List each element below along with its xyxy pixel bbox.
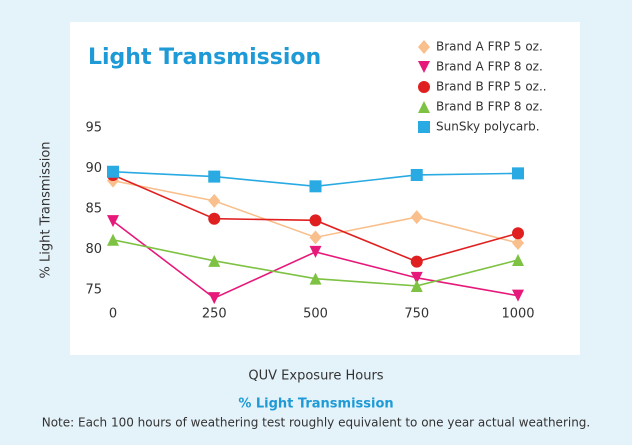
marker bbox=[208, 170, 221, 183]
y-tick-label: 75 bbox=[85, 283, 102, 298]
legend-label: SunSky polycarb. bbox=[436, 120, 540, 134]
marker bbox=[512, 227, 524, 240]
marker bbox=[208, 292, 221, 305]
caption: % Light Transmission bbox=[238, 397, 393, 412]
legend-label: Brand A FRP 5 oz. bbox=[436, 40, 543, 54]
marker bbox=[208, 212, 221, 225]
y-axis-label: % Light Transmission bbox=[39, 141, 54, 278]
marker bbox=[418, 121, 430, 133]
marker bbox=[410, 168, 423, 181]
x-tick-label: 0 bbox=[109, 307, 117, 322]
y-tick-label: 90 bbox=[85, 161, 102, 176]
marker bbox=[107, 215, 119, 228]
marker bbox=[309, 230, 322, 245]
marker bbox=[512, 236, 524, 251]
marker bbox=[418, 101, 430, 113]
x-tick-label: 1000 bbox=[501, 307, 534, 322]
x-axis-label: QUV Exposure Hours bbox=[248, 369, 383, 384]
marker bbox=[418, 81, 430, 93]
marker bbox=[410, 210, 423, 225]
marker bbox=[309, 272, 322, 285]
marker bbox=[410, 279, 423, 292]
x-tick-label: 500 bbox=[303, 307, 328, 322]
y-tick-label: 80 bbox=[85, 242, 102, 257]
marker bbox=[512, 167, 524, 180]
x-tick-label: 750 bbox=[404, 307, 429, 322]
marker bbox=[512, 254, 524, 267]
marker bbox=[410, 271, 423, 284]
note: Note: Each 100 hours of weathering test … bbox=[42, 416, 591, 430]
marker bbox=[208, 193, 221, 208]
marker bbox=[107, 233, 119, 246]
x-tick-label: 250 bbox=[202, 307, 227, 322]
marker bbox=[309, 245, 322, 258]
y-tick-label: 95 bbox=[85, 121, 102, 136]
marker bbox=[208, 254, 221, 267]
marker bbox=[309, 214, 322, 227]
marker bbox=[107, 165, 119, 178]
marker bbox=[418, 61, 430, 73]
marker bbox=[410, 255, 423, 268]
legend-label: Brand A FRP 8 oz. bbox=[436, 60, 543, 74]
legend-label: Brand B FRP 8 oz. bbox=[436, 100, 543, 114]
marker bbox=[512, 289, 524, 302]
marker bbox=[418, 40, 430, 54]
chart-title: Light Transmission bbox=[88, 45, 321, 70]
legend-label: Brand B FRP 5 oz.. bbox=[436, 80, 547, 94]
marker bbox=[309, 180, 322, 193]
y-tick-label: 85 bbox=[85, 202, 102, 217]
